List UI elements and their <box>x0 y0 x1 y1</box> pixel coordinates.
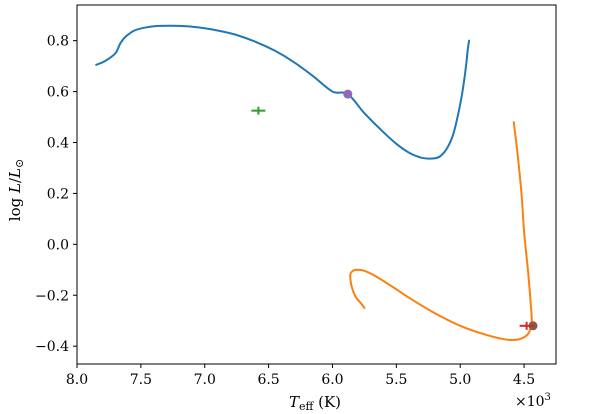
x-axis-multiplier-base: ×10 <box>515 394 545 410</box>
x-tick-label: 8.0 <box>66 372 88 388</box>
x-axis-label-unit: (K) <box>313 393 341 411</box>
y-tick-label: 0.6 <box>47 85 69 101</box>
y-axis-label-prefix: log <box>6 193 24 221</box>
x-axis-label: Teff (K) <box>289 393 341 413</box>
x-tick-label: 7.5 <box>130 372 152 388</box>
y-tick-label: 0.0 <box>47 237 69 253</box>
y-tick-label: 0.8 <box>47 34 69 50</box>
track-line-1 <box>95 24 471 160</box>
x-tick-label: 6.0 <box>321 372 343 388</box>
x-axis-ticks: 8.0 7.5 7.0 6.5 6.0 5.5 5.0 4.5 <box>66 364 535 388</box>
cross-marker-4 <box>519 321 534 330</box>
point-marker-1 <box>343 89 353 99</box>
x-tick-label: 5.5 <box>385 372 407 388</box>
y-axis-label-L: L <box>6 183 24 194</box>
x-axis-multiplier: ×103 <box>515 392 551 410</box>
x-tick-label: 7.0 <box>194 372 216 388</box>
axes-frame <box>76 4 557 365</box>
x-tick-label: 4.5 <box>513 372 535 388</box>
x-axis-multiplier-exponent: 3 <box>545 392 551 403</box>
y-axis-ticks: 0.8 0.6 0.4 0.2 0.0 −0.2 −0.4 <box>35 34 77 355</box>
y-axis-label-slash: / <box>6 177 24 183</box>
y-tick-label: −0.4 <box>35 339 69 355</box>
x-axis-label-symbol: T <box>289 393 300 411</box>
x-tick-label: 6.5 <box>257 372 279 388</box>
series-layer <box>95 24 533 342</box>
x-tick-label: 5.0 <box>449 372 471 388</box>
y-axis-label-sun-subscript: ⊙ <box>13 159 26 168</box>
marker-layer <box>251 89 538 331</box>
y-tick-label: 0.4 <box>47 135 69 151</box>
x-axis-label-subscript: eff <box>299 400 315 413</box>
y-tick-label: −0.2 <box>35 288 69 304</box>
track-line-2 <box>349 121 533 342</box>
cross-marker-3 <box>251 106 266 115</box>
y-axis-label: log L/L⊙ <box>6 159 26 221</box>
y-tick-label: 0.2 <box>47 186 69 202</box>
y-axis-label-Lsun: L <box>6 168 24 179</box>
